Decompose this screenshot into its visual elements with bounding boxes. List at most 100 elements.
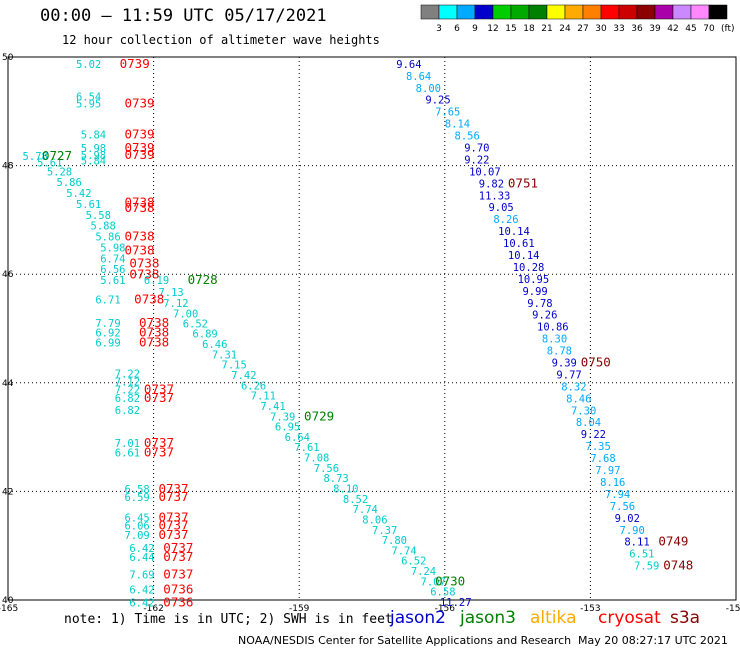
wave-height-value: 8.06 bbox=[362, 514, 387, 526]
wave-height-value: 7.56 bbox=[610, 501, 635, 513]
wave-height-value: 5.42 bbox=[66, 188, 91, 200]
wave-height-value: 6.61 bbox=[115, 448, 140, 460]
wave-height-value: 5.78 bbox=[23, 151, 48, 163]
wave-height-value: 8.64 bbox=[406, 71, 431, 83]
colorbar-tick-label: 45 bbox=[685, 24, 696, 34]
wave-height-value: 7.79 bbox=[95, 318, 120, 330]
pass-time-label: 0738 bbox=[139, 325, 169, 340]
wave-height-value: 6.74 bbox=[100, 253, 125, 265]
colorbar-tick-label: 39 bbox=[649, 24, 661, 34]
wave-height-value: 5.02 bbox=[76, 59, 101, 71]
pass-time-label: 0750 bbox=[581, 355, 611, 370]
wave-height-value: 6.19 bbox=[144, 275, 169, 287]
wave-height-value: 9.05 bbox=[488, 202, 513, 214]
wave-height-value: 6.92 bbox=[95, 328, 120, 340]
longitude-tick-label: -165 bbox=[0, 604, 18, 614]
wave-height-value: 6.58 bbox=[124, 484, 149, 496]
wave-height-value: 6.46 bbox=[202, 339, 227, 351]
colorbar-tick-label: 15 bbox=[505, 24, 516, 34]
latitude-tick-label: 40 bbox=[2, 596, 14, 606]
wave-height-value: 7.30 bbox=[571, 405, 596, 417]
wave-height-value: 6.82 bbox=[115, 405, 140, 417]
wave-height-value: 5.58 bbox=[86, 210, 111, 222]
pass-time-label: 0728 bbox=[188, 272, 218, 287]
latitude-tick-label: 42 bbox=[2, 487, 13, 497]
pass-time-label: 0738 bbox=[134, 292, 164, 307]
wave-height-value: 5.28 bbox=[47, 166, 72, 178]
wave-height-value: 7.07 bbox=[421, 576, 446, 588]
colorbar-unit-label: (ft) bbox=[721, 24, 735, 34]
wave-height-value: 7.24 bbox=[411, 566, 436, 578]
footer-note: note: 1) Time is in UTC; 2) SWH is in fe… bbox=[64, 612, 393, 627]
colorbar-tick-label: 18 bbox=[523, 24, 535, 34]
wave-height-value: 9.39 bbox=[552, 358, 577, 370]
wave-height-value: 11.27 bbox=[440, 597, 472, 609]
wave-height-value: 7.39 bbox=[270, 411, 295, 423]
pass-time-label: 0738 bbox=[129, 267, 159, 282]
wave-height-value: 7.97 bbox=[595, 465, 620, 477]
wave-height-value: 6.59 bbox=[124, 492, 149, 504]
pass-time-label: 0737 bbox=[163, 549, 193, 564]
wave-height-value: 7.01 bbox=[115, 438, 140, 450]
wave-height-value: 6.42 bbox=[129, 543, 154, 555]
pass-time-label: 0738 bbox=[124, 229, 154, 244]
wave-height-value: 6.71 bbox=[95, 295, 120, 307]
wave-height-value: 6.42 bbox=[129, 598, 154, 610]
colorbar-tick-label: 9 bbox=[472, 24, 478, 34]
wave-height-value: 5.98 bbox=[81, 150, 106, 162]
latitude-tick-label: 50 bbox=[2, 53, 14, 63]
credit-text: NOAA/NESDIS Center for Satellite Applica… bbox=[238, 634, 572, 647]
legend-entry-s3a: s3a bbox=[670, 608, 701, 628]
wave-height-value: 7.94 bbox=[605, 489, 630, 501]
wave-height-value: 10.28 bbox=[513, 262, 545, 274]
pass-time-label: 0739 bbox=[124, 140, 154, 155]
legend-entry-altika: altika bbox=[530, 608, 577, 628]
wave-height-value: 8.32 bbox=[561, 381, 586, 393]
map-subtitle: 12 hour collection of altimeter wave hei… bbox=[62, 33, 380, 47]
wave-height-value: 8.46 bbox=[566, 393, 591, 405]
pass-time-label: 0739 bbox=[124, 126, 154, 141]
wave-height-value: 7.80 bbox=[382, 535, 407, 547]
color-scale-bar: 3 6 9 12 15 18 21 24 27 30 33 36 39 42 45 70 (ft) bbox=[420, 4, 735, 34]
colorbar-tick-label: 24 bbox=[559, 24, 571, 34]
pass-time-label: 0730 bbox=[435, 573, 465, 588]
longitude-tick-label: -159 bbox=[289, 604, 310, 614]
pass-time-label: 0736 bbox=[163, 581, 193, 596]
wave-height-value: 6.56 bbox=[100, 264, 125, 276]
pass-time-label: 0737 bbox=[158, 509, 188, 524]
colorbar-tick-label: 33 bbox=[613, 24, 624, 34]
wave-height-value: 9.78 bbox=[527, 298, 552, 310]
wave-height-value: 8.26 bbox=[493, 214, 518, 226]
longitude-tick-label: -162 bbox=[143, 604, 163, 614]
wave-height-value: 9.22 bbox=[464, 154, 489, 166]
wave-height-value: 8.78 bbox=[547, 346, 572, 358]
colorbar-tick-label: 3 bbox=[436, 24, 442, 34]
pass-time-label: 0737 bbox=[144, 390, 174, 405]
wave-height-value: 10.14 bbox=[498, 226, 530, 238]
wave-height-value: 5.95 bbox=[76, 98, 101, 110]
wave-height-value: 8.30 bbox=[542, 334, 567, 346]
wave-height-value: 10.86 bbox=[537, 322, 569, 334]
wave-height-value: 5.98 bbox=[100, 242, 125, 254]
wave-height-value: 7.15 bbox=[222, 360, 247, 372]
colorbar-tick-label: 36 bbox=[631, 24, 643, 34]
wave-height-value: 7.08 bbox=[304, 453, 329, 465]
wave-height-value: 8.00 bbox=[416, 83, 441, 95]
pass-time-label: 0738 bbox=[124, 194, 154, 209]
wave-height-value: 9.99 bbox=[522, 286, 547, 298]
pass-time-label: 0749 bbox=[658, 534, 688, 549]
map-title: 00:00 – 11:59 UTC 05/17/2021 bbox=[40, 6, 327, 26]
colorbar-tick-label: 42 bbox=[667, 24, 678, 34]
wave-height-value: 9.82 bbox=[479, 178, 504, 190]
wave-height-value: 7.37 bbox=[372, 525, 397, 537]
wave-height-value: 8.73 bbox=[323, 473, 348, 485]
wave-height-value: 7.56 bbox=[314, 463, 339, 475]
pass-time-label: 0729 bbox=[304, 408, 334, 423]
wave-height-value: 7.74 bbox=[353, 504, 378, 516]
pass-time-label: 0737 bbox=[144, 445, 174, 460]
wave-height-value: 8.52 bbox=[343, 494, 368, 506]
pass-time-label: 0748 bbox=[663, 558, 693, 573]
wave-height-value: 8.56 bbox=[455, 131, 480, 143]
wave-height-value: 7.31 bbox=[212, 349, 237, 361]
